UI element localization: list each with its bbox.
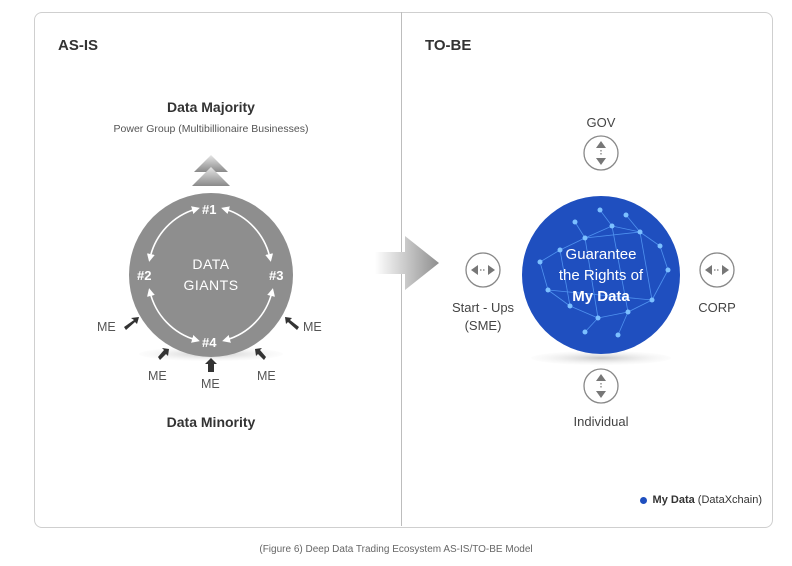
rank-2: #2 bbox=[137, 268, 152, 283]
me-label: ME bbox=[148, 369, 167, 383]
data-minority-label: Data Minority bbox=[166, 414, 256, 430]
me-label: ME bbox=[201, 377, 220, 391]
data-giants-label: DATA GIANTS bbox=[183, 256, 239, 293]
legend-dot-icon bbox=[639, 496, 647, 504]
data-majority-label: Data Majority bbox=[167, 99, 255, 115]
rank-3: #3 bbox=[269, 268, 284, 283]
startups-label: Start - Ups (SME) bbox=[451, 300, 515, 333]
individual-exchange-icon bbox=[583, 368, 619, 404]
center-shadow bbox=[531, 351, 671, 365]
individual-label: Individual bbox=[573, 414, 629, 429]
me-label: ME bbox=[97, 320, 116, 334]
corp-exchange-icon bbox=[699, 252, 735, 288]
gov-exchange-icon bbox=[583, 135, 619, 171]
gov-label: GOV bbox=[586, 115, 616, 130]
rank-cycle-arrows bbox=[146, 206, 275, 343]
rank-4: #4 bbox=[202, 335, 217, 350]
rank-1: #1 bbox=[202, 202, 217, 217]
corp-label: CORP bbox=[698, 300, 736, 315]
me-arrows bbox=[124, 317, 299, 372]
startups-exchange-icon bbox=[465, 252, 501, 288]
to-be-title: TO-BE bbox=[425, 37, 472, 54]
as-is-title: AS-IS bbox=[58, 37, 99, 54]
legend: My Data (DataXchain) bbox=[639, 494, 762, 506]
figure-caption: (Figure 6) Deep Data Trading Ecosystem A… bbox=[259, 544, 533, 555]
network-pattern bbox=[539, 209, 669, 336]
network-nodes bbox=[537, 207, 671, 338]
me-label: ME bbox=[303, 320, 322, 334]
me-label: ME bbox=[257, 369, 276, 383]
majority-up-arrow bbox=[192, 155, 230, 186]
power-group-label: Power Group (Multibillionaire Businesses… bbox=[113, 123, 309, 135]
as-is-to-be-arrow bbox=[375, 236, 439, 290]
my-data-center-text: Guarantee the Rights of My Data bbox=[558, 246, 644, 305]
